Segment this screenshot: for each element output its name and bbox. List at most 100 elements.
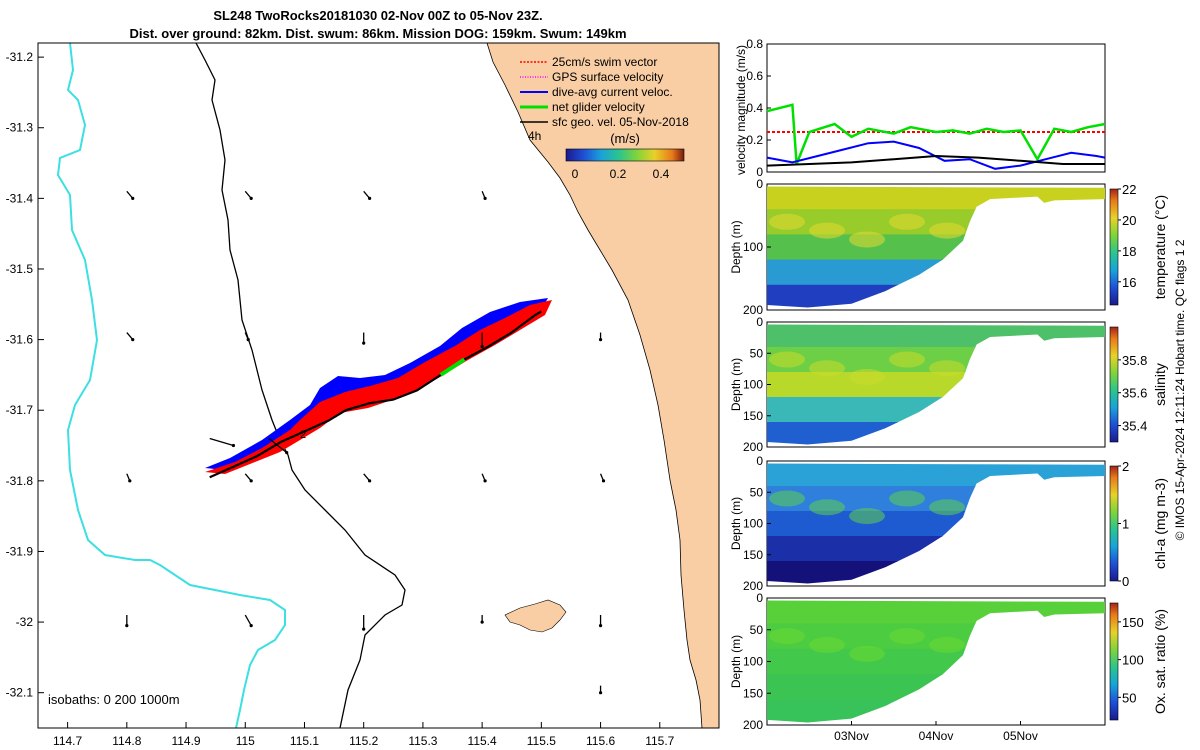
map-x-tick-label: 115.2 [349, 734, 378, 748]
figure-title-line1: SL248 TwoRocks20181030 02-Nov 00Z to 05-… [213, 8, 542, 23]
section-patch [929, 636, 965, 653]
section-y-tick-label: 100 [743, 378, 763, 392]
map-colorbar-tick-2: 0.4 [653, 167, 670, 181]
sfc-geo-vector-head [128, 479, 132, 483]
velocity-series-line [766, 140, 1106, 170]
map-x-tick-label: 115.6 [586, 734, 615, 748]
sfc-geo-vector-head [598, 691, 603, 695]
map-colorbar-tick-0: 0 [572, 167, 579, 181]
map-x-tick-label: 115.4 [468, 734, 497, 748]
map-y-tick-label: -31.9 [6, 544, 34, 558]
section-y-tick-label: 200 [743, 303, 763, 317]
section-y-tick-label: 50 [750, 623, 764, 637]
section-patch [889, 213, 925, 230]
section-patch [929, 360, 965, 377]
section-patch [769, 628, 805, 645]
section-y-tick-label: 200 [743, 579, 763, 593]
colorbar-tick-label: 50 [1122, 690, 1136, 705]
map-y-tick-label: -32 [16, 615, 34, 629]
sfc-geo-vector-head [483, 196, 487, 200]
swim-vector-swath [205, 300, 552, 474]
section-y-tick-label: 100 [743, 655, 763, 669]
section-y-tick-label: 0 [756, 315, 763, 329]
land-mass [487, 43, 719, 728]
velocity-y-tick-label: 0.2 [746, 133, 763, 147]
sfc-geo-vector-head [483, 479, 487, 483]
section-patch [849, 369, 885, 385]
map-y-tick-label: -31.2 [6, 50, 34, 64]
colorbar-tick-label: 22 [1122, 182, 1136, 197]
section-y-tick-label: 100 [743, 517, 763, 531]
island [504, 599, 567, 633]
sfc-geo-vector-head [362, 627, 366, 631]
map-y-tick-label: -31.8 [6, 474, 34, 488]
isobaths-label: isobaths: 0 200 1000m [48, 692, 180, 707]
isobath-1000m [56, 43, 286, 728]
section-y-tick-label: 50 [750, 485, 764, 499]
map-colorbar-title: (m/s) [610, 131, 640, 146]
section-y-tick-label: 150 [743, 686, 763, 700]
velocity-y-tick-label: 0.8 [746, 37, 763, 51]
map-y-tick-label: -31.3 [6, 121, 34, 135]
map-y-tick-label: -31.6 [6, 333, 34, 347]
sfc-geo-vector-head [598, 624, 603, 628]
map-panel: 114.7 114.8 114.9 115 115.1 115.2 115.3 115.4 11… [6, 42, 720, 748]
track-label: 2 [300, 429, 306, 441]
colorbar-tick-label: 0 [1122, 574, 1129, 589]
section-y-tick-label: 200 [743, 440, 763, 454]
velocity-y-tick-label: 0 [756, 165, 763, 179]
velocity-series-line [766, 154, 1105, 167]
section-patch [929, 499, 965, 516]
section-patch [889, 351, 925, 368]
map-y-tick-label: -32.1 [6, 686, 34, 700]
colorbar-label: salinity [1152, 363, 1168, 406]
map-x-tick-label: 114.8 [112, 734, 141, 748]
sfc-geo-vector-head [249, 624, 253, 628]
section-ylabel: Depth (m) [729, 635, 743, 688]
velocity-y-tick-label: 0.6 [746, 69, 763, 83]
sfc-geo-vector-head [231, 443, 236, 448]
map-y-tick-label: -31.4 [6, 191, 34, 205]
legend-diveavg-label: dive-avg current veloc. [552, 85, 673, 99]
sfc-geo-vector-head [125, 624, 129, 628]
section-patch [929, 222, 965, 239]
legend-gps-label: GPS surface velocity [552, 70, 663, 84]
section-patch [889, 628, 925, 645]
velocity-series-line [766, 103, 1106, 165]
sfc-geo-vector-head [598, 337, 603, 342]
colorbar-tick-label: 150 [1122, 615, 1144, 630]
sfc-geo-vector-head [601, 479, 606, 483]
sfc-geo-vector-head [131, 337, 135, 342]
dive-avg-swath [205, 298, 548, 470]
map-x-tick-label: 115.5 [527, 734, 556, 748]
sfc-geo-vector-head [131, 196, 135, 200]
section-patch [809, 222, 845, 239]
coastline [486, 43, 719, 728]
section-patch [809, 360, 845, 377]
sfc-geo-vector [244, 614, 252, 626]
sfc-geo-vector-head [362, 341, 366, 345]
sfc-geo-vector-head [480, 620, 484, 624]
time-marker-label: 4h [528, 129, 541, 143]
section-y-tick-label: 0 [756, 454, 763, 468]
section-patch [769, 490, 805, 507]
legend-net-label: net glider velocity [552, 100, 645, 114]
legend-swim-label: 25cm/s swim vector [552, 55, 657, 69]
copyright-footer: © IMOS 15-Apr-2024 12:11:24 Hobart time.… [1173, 239, 1187, 540]
section-ylabel: Depth (m) [729, 220, 743, 273]
map-x-tick-label: 115.1 [290, 734, 319, 748]
sfc-geo-vector [209, 437, 234, 447]
colorbar-tick-label: 1 [1122, 517, 1129, 532]
section-x-tick-label: 04Nov [919, 729, 954, 743]
map-x-tick-label: 114.7 [53, 734, 82, 748]
map-x-tick-label: 115 [236, 734, 255, 748]
colorbar-tick-label: 20 [1122, 213, 1136, 228]
map-y-tick-label: -31.5 [6, 262, 34, 276]
section-patch [889, 490, 925, 507]
section-y-tick-label: 0 [756, 177, 763, 191]
net-glider-velocity-marker [439, 357, 466, 377]
section-x-tick-label: 03Nov [834, 729, 869, 743]
colorbar-tick-label: 35.6 [1122, 386, 1147, 401]
section-ylabel: Depth (m) [729, 497, 743, 550]
